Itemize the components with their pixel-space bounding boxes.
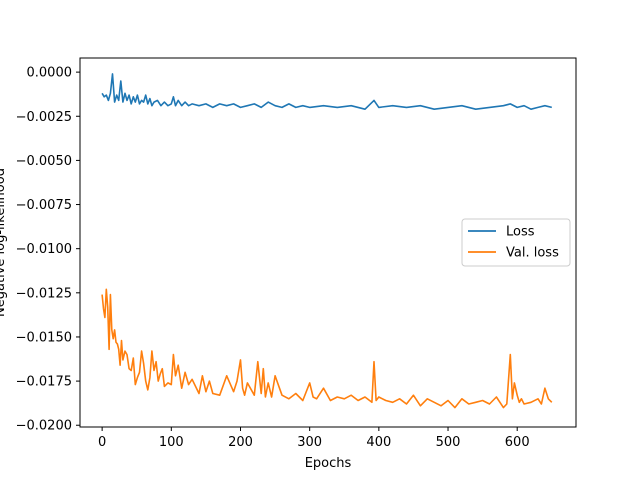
- y-tick-label: −0.0050: [16, 154, 72, 169]
- x-tick-label: 300: [297, 435, 322, 450]
- legend: Loss Val. loss: [461, 218, 571, 267]
- legend-label-val-loss: Val. loss: [506, 246, 559, 261]
- x-axis-label: Epochs: [305, 456, 352, 471]
- y-tick-label: −0.0175: [16, 375, 72, 390]
- x-tick-label: 400: [366, 435, 391, 450]
- series-line-val-loss: [101, 288, 553, 409]
- x-axis: 0 100 200 300 400 500 600: [98, 427, 530, 450]
- y-axis-label: Negative log-likelihood: [0, 168, 8, 317]
- x-tick-label: 0: [98, 435, 106, 450]
- x-tick-label: 600: [505, 435, 530, 450]
- series-layer: [101, 73, 553, 409]
- y-tick-label: −0.0150: [16, 330, 72, 345]
- legend-label-loss: Loss: [506, 225, 535, 240]
- y-axis: 0.0000 −0.0025 −0.0050 −0.0075 −0.0100 −0.012…: [16, 66, 80, 434]
- y-tick-label: 0.0000: [27, 66, 73, 81]
- y-tick-label: −0.0100: [16, 242, 72, 257]
- series-line-loss: [101, 73, 552, 110]
- y-tick-label: −0.0075: [16, 198, 72, 213]
- y-tick-label: −0.0200: [16, 419, 72, 434]
- x-tick-label: 100: [159, 435, 184, 450]
- plot-frame: [79, 57, 577, 428]
- x-tick-label: 500: [436, 435, 461, 450]
- x-tick-label: 200: [228, 435, 253, 450]
- y-tick-label: −0.0025: [16, 110, 72, 125]
- y-tick-label: −0.0125: [16, 286, 72, 301]
